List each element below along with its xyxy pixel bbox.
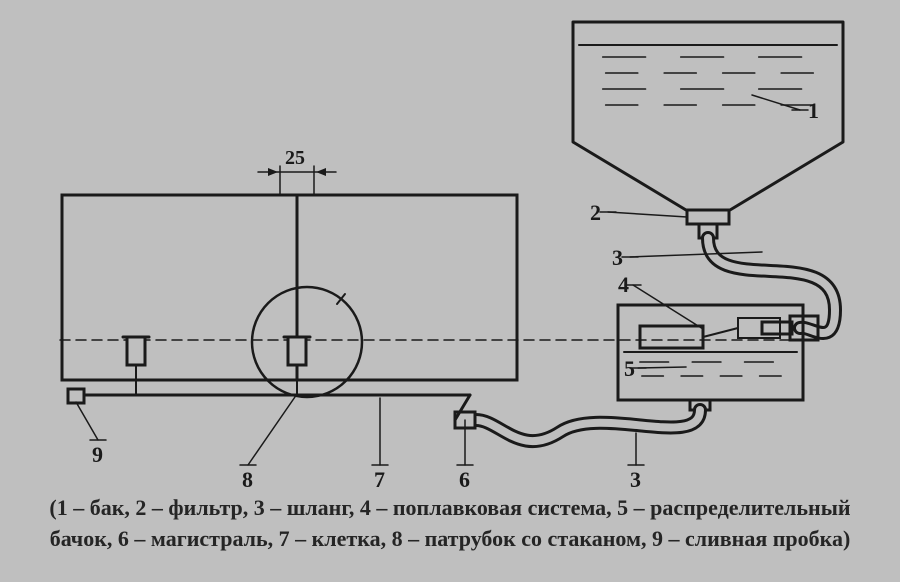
svg-text:9: 9: [92, 442, 103, 467]
svg-text:4: 4: [618, 272, 629, 297]
svg-text:2: 2: [590, 200, 601, 225]
svg-text:5: 5: [624, 356, 635, 381]
caption-line-2: бачок, 6 – магистраль, 7 – клетка, 8 – п…: [50, 526, 851, 551]
svg-text:6: 6: [459, 467, 470, 490]
schematic-diagram: 251234536789: [0, 0, 900, 490]
svg-text:7: 7: [374, 467, 385, 490]
caption-line-1: (1 – бак, 2 – фильтр, 3 – шланг, 4 – поп…: [49, 495, 850, 520]
svg-text:3: 3: [630, 467, 641, 490]
svg-text:25: 25: [285, 147, 305, 169]
svg-text:1: 1: [808, 98, 819, 123]
svg-text:3: 3: [612, 245, 623, 270]
caption: (1 – бак, 2 – фильтр, 3 – шланг, 4 – поп…: [0, 493, 900, 555]
svg-text:8: 8: [242, 467, 253, 490]
